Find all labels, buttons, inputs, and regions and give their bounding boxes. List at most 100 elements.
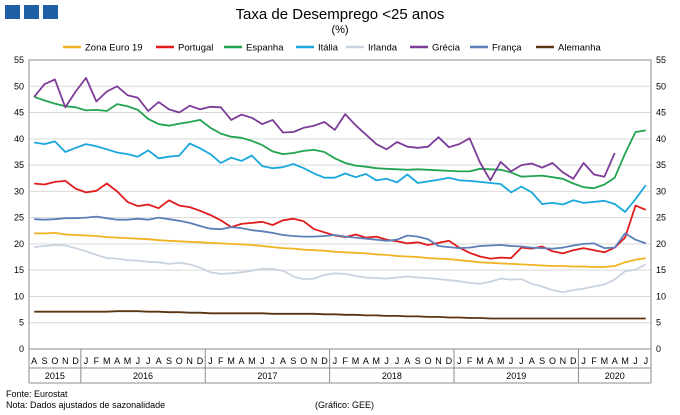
y-tick-right-30: 30 xyxy=(656,186,666,196)
legend-label-portugal: Portugal xyxy=(178,43,213,54)
x-tick-month-6: F xyxy=(94,356,100,366)
year-label-2019: 2019 xyxy=(506,371,526,381)
x-tick-month-13: S xyxy=(166,356,172,366)
x-tick-month-19: M xyxy=(227,356,235,366)
x-tick-month-32: A xyxy=(363,356,369,366)
x-tick-month-46: J xyxy=(509,356,514,366)
x-tick-month-53: J xyxy=(581,356,586,366)
x-tick-month-51: N xyxy=(560,356,567,366)
x-tick-month-58: J xyxy=(633,356,638,366)
year-label-2016: 2016 xyxy=(133,371,153,381)
legend-label-italia: Itália xyxy=(318,43,339,54)
logo-block-2 xyxy=(24,5,39,19)
x-tick-month-20: A xyxy=(239,356,245,366)
logo-block-3 xyxy=(43,5,58,19)
x-tick-month-25: S xyxy=(290,356,296,366)
footer-credit: (Gráfico: GEE) xyxy=(315,400,375,410)
x-tick-month-34: J xyxy=(384,356,389,366)
x-tick-month-7: M xyxy=(103,356,111,366)
x-tick-month-48: A xyxy=(529,356,535,366)
y-tick-right-50: 50 xyxy=(656,81,666,91)
x-tick-month-16: D xyxy=(197,356,204,366)
x-tick-month-45: M xyxy=(497,356,505,366)
y-tick-right-15: 15 xyxy=(656,265,666,275)
y-tick-right-40: 40 xyxy=(656,134,666,144)
x-tick-month-17: J xyxy=(208,356,213,366)
x-tick-month-18: F xyxy=(218,356,224,366)
series-line-grecia xyxy=(33,77,616,182)
legend-label-alemanha: Alemanha xyxy=(558,43,601,54)
x-tick-month-50: O xyxy=(549,356,556,366)
y-tick-left-50: 50 xyxy=(14,81,24,91)
x-tick-month-43: M xyxy=(476,356,484,366)
x-tick-month-21: M xyxy=(248,356,256,366)
y-tick-left-15: 15 xyxy=(14,265,24,275)
footer-note: Nota: Dados ajustados de sazonalidade xyxy=(6,400,166,410)
legend-label-franca: França xyxy=(492,43,522,54)
y-tick-left-25: 25 xyxy=(14,213,24,223)
y-tick-right-0: 0 xyxy=(656,344,661,354)
x-tick-month-28: D xyxy=(321,356,328,366)
x-tick-month-56: A xyxy=(612,356,618,366)
y-tick-right-10: 10 xyxy=(656,291,666,301)
y-tick-right-20: 20 xyxy=(656,239,666,249)
plot-frame xyxy=(28,59,652,350)
y-tick-left-30: 30 xyxy=(14,186,24,196)
series-line-italia xyxy=(34,140,647,213)
x-tick-month-47: J xyxy=(519,356,524,366)
x-tick-month-55: M xyxy=(601,356,609,366)
y-tick-left-10: 10 xyxy=(14,291,24,301)
x-tick-month-39: N xyxy=(435,356,442,366)
x-tick-month-52: D xyxy=(570,356,577,366)
x-tick-month-44: A xyxy=(487,356,493,366)
x-tick-month-30: F xyxy=(342,356,348,366)
year-label-2020: 2020 xyxy=(605,371,625,381)
y-tick-left-35: 35 xyxy=(14,160,24,170)
x-tick-month-27: N xyxy=(311,356,318,366)
x-tick-month-54: F xyxy=(591,356,597,366)
x-tick-month-23: J xyxy=(270,356,275,366)
y-tick-right-45: 45 xyxy=(656,108,666,118)
x-tick-month-33: M xyxy=(373,356,381,366)
x-tick-month-49: S xyxy=(539,356,545,366)
year-label-2015: 2015 xyxy=(45,371,65,381)
x-tick-month-36: A xyxy=(404,356,410,366)
x-tick-month-40: D xyxy=(446,356,453,366)
year-label-2018: 2018 xyxy=(382,371,402,381)
x-tick-month-9: M xyxy=(124,356,132,366)
legend-label-espanha: Espanha xyxy=(246,43,284,54)
y-tick-left-40: 40 xyxy=(14,134,24,144)
x-tick-month-31: M xyxy=(352,356,360,366)
x-tick-month-11: J xyxy=(146,356,151,366)
x-tick-month-41: J xyxy=(457,356,462,366)
x-tick-month-3: N xyxy=(62,356,69,366)
x-tick-month-26: O xyxy=(300,356,307,366)
y-tick-left-20: 20 xyxy=(14,239,24,249)
series-line-irlanda xyxy=(34,244,647,294)
footer-source: Fonte: Eurostat xyxy=(6,389,68,399)
x-tick-month-24: A xyxy=(280,356,286,366)
x-tick-month-15: N xyxy=(186,356,193,366)
y-tick-left-55: 55 xyxy=(14,55,24,65)
x-tick-month-37: S xyxy=(415,356,421,366)
y-tick-right-55: 55 xyxy=(656,55,666,65)
x-tick-month-0: A xyxy=(31,356,37,366)
y-tick-left-0: 0 xyxy=(19,344,24,354)
x-tick-month-14: O xyxy=(176,356,183,366)
series-line-zona-euro-19 xyxy=(34,232,646,268)
x-tick-month-2: O xyxy=(51,356,58,366)
x-tick-month-4: D xyxy=(72,356,79,366)
x-tick-month-42: F xyxy=(467,356,473,366)
x-tick-month-12: A xyxy=(156,356,162,366)
legend-label-grecia: Grécia xyxy=(432,43,461,54)
series-line-alemanha xyxy=(34,310,646,320)
x-tick-month-1: S xyxy=(42,356,48,366)
series-line-espanha xyxy=(33,95,646,190)
legend-label-zona-euro-19: Zona Euro 19 xyxy=(85,43,143,54)
x-tick-month-8: A xyxy=(114,356,120,366)
x-tick-month-5: J xyxy=(84,356,89,366)
x-tick-month-22: J xyxy=(260,356,265,366)
y-tick-left-45: 45 xyxy=(14,108,24,118)
y-tick-right-25: 25 xyxy=(656,213,666,223)
y-tick-right-5: 5 xyxy=(656,318,661,328)
